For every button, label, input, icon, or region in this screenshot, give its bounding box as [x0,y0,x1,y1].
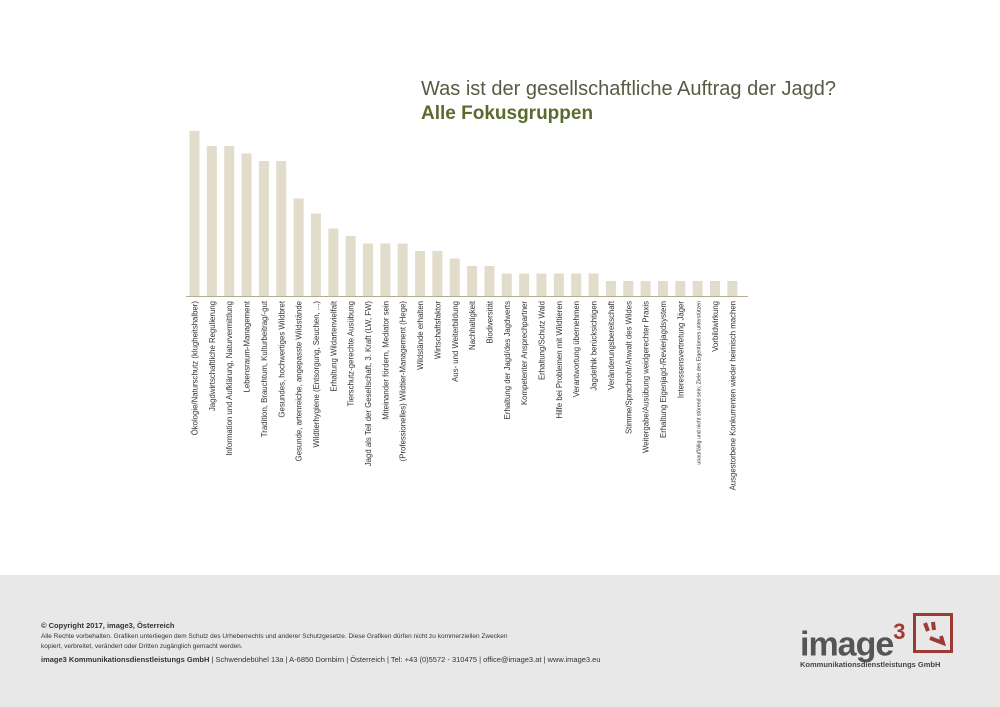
x-tick-label: Information und Aufklärung, Naturvermitt… [225,301,234,456]
bar [657,281,668,296]
bar [189,131,200,296]
x-tick-label: Erhaltung Eigenjagd-/Revierjagdsystem [659,301,668,438]
bar [536,273,547,296]
bar [710,281,720,296]
bar [276,161,287,296]
logo-sup: 3 [893,619,905,644]
x-tick-label: Jagdwirtschaftliche Regulierung [208,301,217,411]
logo-mark-icon [913,613,953,653]
bar [571,273,582,296]
bar [241,153,252,296]
x-tick-label: Wildstände erhalten [416,301,425,370]
copyright: © Copyright 2017, image3, Österreich [41,621,175,630]
bar [519,273,530,296]
bar [345,236,356,296]
bar [363,243,373,296]
logo-subtitle: Kommunikationsdienstleistungs GmbH [800,660,941,669]
address: | Schwendebühel 13a | A-6850 Dornbirn | … [209,655,601,664]
company-name: image3 Kommunikationsdienstleistungs Gmb… [41,655,210,664]
chart-title: Was ist der gesellschaftliche Auftrag de… [421,78,837,100]
chart-subtitle: Alle Fokusgruppen [421,103,594,124]
image3-logo: image3 Kommunikationsdienstleistungs Gmb… [800,613,960,675]
bar [467,266,478,296]
x-tick-label: Tradition, Brauchtum, Kulturbeitrag/-gut [260,300,269,437]
x-tick-label: Aus- und Weiterbildung [451,301,460,382]
bar [224,146,235,296]
bar [727,281,738,296]
x-tick-label: Veränderungsbereitschaft [607,300,616,390]
contact-line: image3 Kommunikationsdienstleistungs Gmb… [41,655,601,664]
x-tick-label: Interessensvertretung Jäger [676,301,685,398]
x-tick-label: (Professionelles) Wildtier-Management (H… [399,301,408,462]
x-tick-label: Weitergabe/Ausübung weidgerechter Praxis [642,301,651,453]
bar [415,251,426,296]
bar [640,281,651,296]
bar [293,198,304,296]
bar [449,258,460,296]
x-tick-label: Nachhaltigkeit [468,300,477,350]
bar [692,281,703,296]
x-tick-label: Vorbildwirkung [711,301,720,352]
x-tick-label: Gesundes, hochwertiges Wildbret [277,300,286,417]
bar [397,243,408,296]
x-tick-label: Wirtschaftsfaktor [433,301,442,359]
bar [258,161,269,296]
x-tick-label: Lebensraum-Management [243,300,252,392]
bar [432,251,443,296]
rights-notice: Alle Rechte vorbehalten. Grafiken unterl… [41,633,508,650]
x-tick-label: Verantwortung übernehmen [572,301,581,397]
bar [588,273,599,296]
x-tick-label: Gesunde, artenreiche, angepasste Wildstä… [295,301,304,461]
bar [206,146,217,296]
x-tick-label: Tierschutz-gerechte Ausübung [347,301,356,406]
x-tick-label: Ökologie/Naturschutz (klugheitshalber) [191,301,200,436]
logo-word: image [800,625,894,664]
x-tick-label: Miteinander fördern, Mediator sein [381,301,390,420]
x-tick-label: Jagd als Teil der Gesellschaft, 3. Kraft… [364,301,373,467]
bar [675,281,686,296]
x-tick-label: Jagdethik berücksichtigen [590,301,599,391]
bar [484,266,495,296]
footer: © Copyright 2017, image3, Österreich All… [0,575,1000,707]
bar [380,243,391,296]
x-tick-label: unauffällig und nicht störend sein; Ziel… [697,301,703,465]
x-tick-label: Hilfe bei Problemen mit Wildtieren [555,301,564,418]
x-tick-label: Erhaltung Wildartenvielfalt [329,300,338,391]
x-tick-label: Kompetenter Ansprechpartner [520,301,529,405]
x-tick-label: Biodiversität [485,300,494,343]
bar [605,281,616,296]
bar [623,281,634,296]
bar [310,213,321,296]
x-tick-label: Stimme/Sprachrohr/Anwalt des Wildes [624,301,633,434]
x-tick-label: Ausgestorbene Konkurrenten wieder heimis… [728,301,737,490]
bar [501,273,512,296]
x-tick-label: Erhaltung/Schutz Wald [538,301,547,380]
bar [553,273,564,296]
bar [328,228,339,296]
x-tick-label: Erhaltung der Jagd/des Jagdwerts [503,301,512,419]
x-tick-label: Wildtierhygiene (Entsorgung, Seuchen, ..… [312,301,321,448]
bar-chart: Ökologie/Naturschutz (klugheitshalber) Ja… [186,131,748,490]
